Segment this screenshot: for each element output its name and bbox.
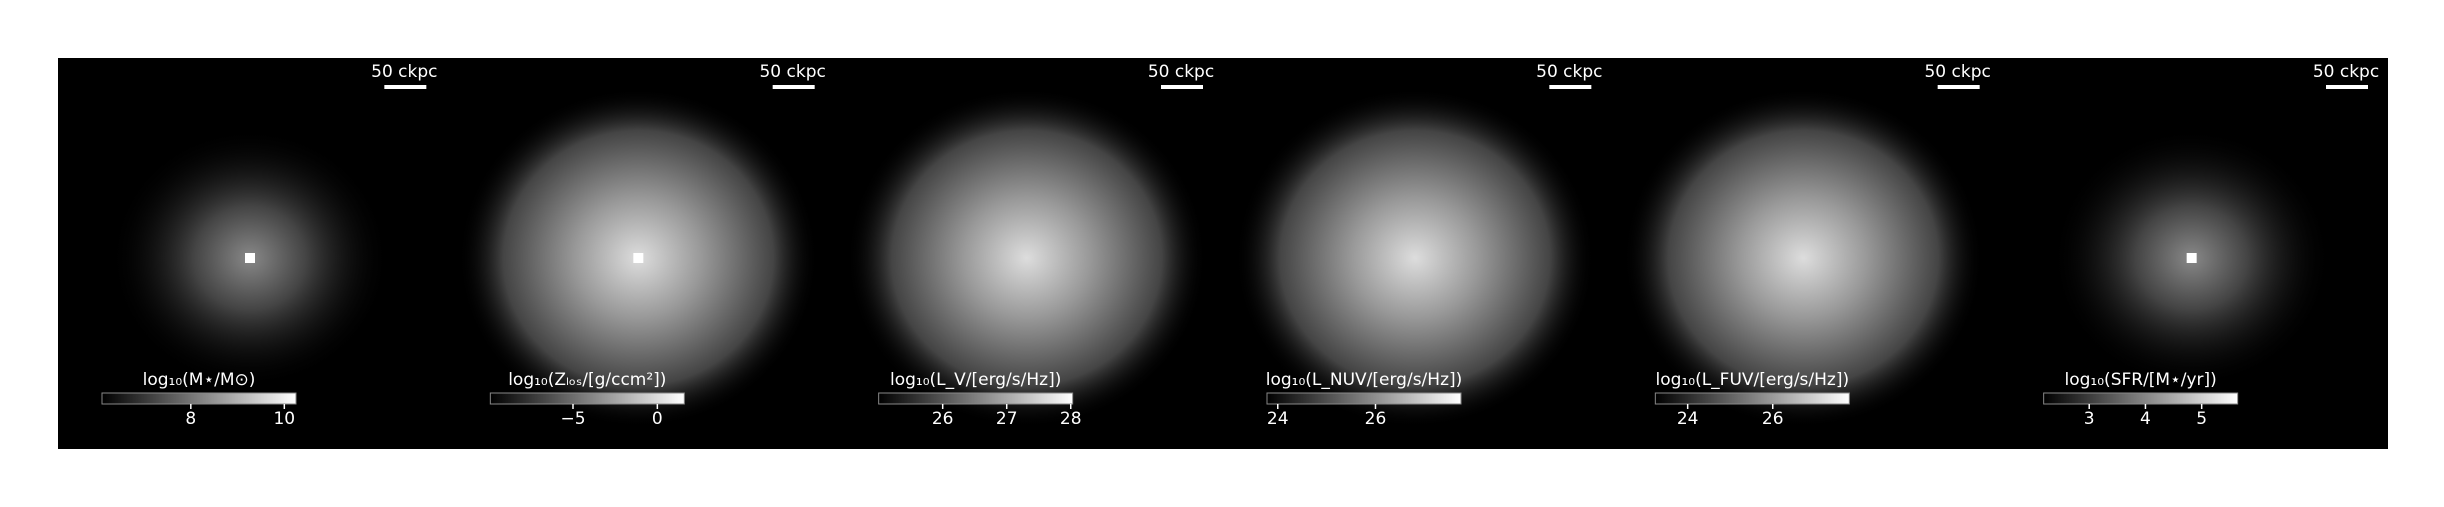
- colorbar-tick-label: 10: [273, 409, 295, 429]
- colorbar-tick-label: 28: [1060, 409, 1082, 429]
- scale-bar-label: 50 ckpc: [1536, 62, 1602, 82]
- scale-bar: [1161, 85, 1203, 89]
- scale-bar-label: 50 ckpc: [1148, 62, 1214, 82]
- colorbar-tick-label: 27: [996, 409, 1018, 429]
- colorbar-label: log₁₀(L_V/[erg/s/Hz]): [890, 370, 1061, 390]
- colorbar: [489, 392, 685, 405]
- colorbar: [2043, 392, 2239, 405]
- colorbar-label: log₁₀(L_NUV/[erg/s/Hz]): [1266, 370, 1463, 390]
- galaxy-core: [245, 253, 255, 263]
- colorbar-label: log₁₀(M⋆/M⊙): [143, 370, 256, 390]
- scale-bar-label: 50 ckpc: [2313, 62, 2379, 82]
- colorbar-tick-label: 24: [1677, 409, 1699, 429]
- colorbar: [1654, 392, 1850, 405]
- scale-bar: [1549, 85, 1592, 89]
- galaxy-image: [846, 88, 1207, 428]
- colorbar-tick-label: −5: [560, 409, 585, 429]
- colorbar: [101, 392, 297, 405]
- scale-bar: [2326, 85, 2368, 89]
- panel-background: [58, 58, 2388, 449]
- scale-bar-label: 50 ckpc: [1924, 62, 1990, 82]
- colorbar-label: log₁₀(SFR/[M⋆/yr]): [2065, 370, 2217, 390]
- colorbar-tick-label: 26: [932, 409, 954, 429]
- colorbar-tick-label: 26: [1762, 409, 1784, 429]
- scale-bar-label: 50 ckpc: [759, 62, 825, 82]
- colorbar-tick-label: 4: [2140, 409, 2151, 429]
- galaxy-core: [633, 253, 644, 263]
- galaxy-image: [1623, 88, 1984, 428]
- colorbar-tick-label: 5: [2196, 409, 2207, 429]
- colorbar: [878, 392, 1074, 405]
- colorbar-label: log₁₀(Zₗₒₛ/[g/ccm²]): [508, 370, 666, 390]
- scale-bar: [772, 85, 815, 89]
- colorbar-tick-label: 26: [1365, 409, 1387, 429]
- scale-bar-label: 50 ckpc: [371, 62, 437, 82]
- colorbar: [1266, 392, 1462, 405]
- colorbar-tick-label: 0: [652, 409, 663, 429]
- colorbar-label: log₁₀(L_FUV/[erg/s/Hz]): [1656, 370, 1850, 390]
- galaxy-core: [2186, 253, 2197, 263]
- scale-bar: [1937, 85, 1980, 89]
- colorbar-tick-label: 8: [185, 409, 196, 429]
- colorbar-tick-label: 3: [2084, 409, 2095, 429]
- galaxy-image: [1235, 88, 1595, 428]
- colorbar-tick-label: 24: [1267, 409, 1289, 429]
- scale-bar: [384, 85, 427, 89]
